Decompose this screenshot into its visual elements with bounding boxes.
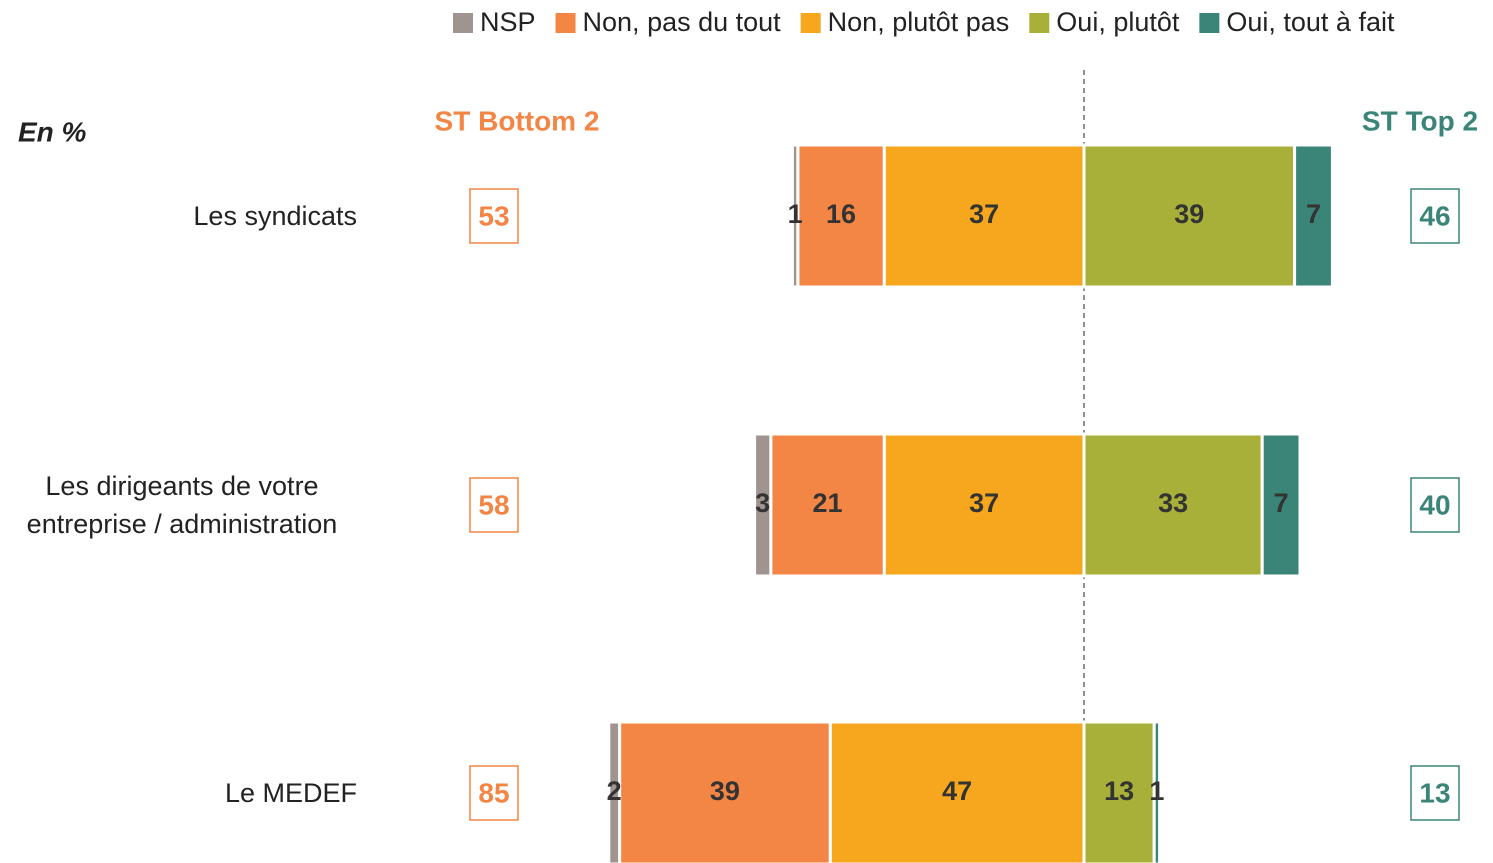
value-label: 13	[1104, 776, 1134, 806]
legend-label: Oui, tout à fait	[1226, 7, 1395, 37]
value-label: 7	[1274, 488, 1289, 518]
top-label: ST Top 2	[1362, 105, 1478, 136]
category-label: Les syndicats	[0, 197, 357, 235]
bar-segment	[1082, 143, 1297, 289]
value-label: 39	[710, 776, 740, 806]
value-label: 7	[1306, 199, 1321, 229]
value-label: 2	[607, 776, 622, 806]
value-label: 1	[788, 199, 803, 229]
legend-label: NSP	[480, 7, 536, 37]
total-label: 46	[1419, 200, 1450, 231]
legend-label: Oui, plutôt	[1056, 7, 1180, 37]
bar-segment	[828, 720, 1086, 863]
bar-segment	[882, 432, 1086, 578]
category-label: Le MEDEF	[0, 774, 357, 812]
category-text: Les dirigeants de votre entreprise / adm…	[26, 471, 338, 539]
value-label: 33	[1158, 488, 1188, 518]
legend-label: Non, pas du tout	[583, 7, 782, 37]
total-label: 13	[1419, 777, 1450, 808]
bar-segment	[1260, 432, 1302, 578]
legend-swatch	[555, 13, 576, 33]
bar-segment	[796, 143, 886, 289]
bar-segment	[790, 143, 800, 289]
total-box	[1410, 477, 1460, 533]
category-text: Le MEDEF	[224, 778, 357, 808]
total-box	[1410, 765, 1460, 821]
legend-swatch	[1199, 13, 1220, 33]
bar-segment	[1082, 432, 1264, 578]
legend-swatch	[800, 13, 821, 33]
total-box	[469, 188, 519, 244]
value-label: 37	[969, 199, 999, 229]
bar-segment	[1152, 720, 1162, 863]
bar-segment	[769, 432, 886, 578]
total-label: 58	[478, 489, 509, 520]
total-label: 53	[478, 200, 509, 231]
bar-segment	[618, 720, 832, 863]
total-label: 85	[478, 777, 509, 808]
legend-swatch	[1029, 13, 1050, 33]
value-label: 1	[1149, 776, 1164, 806]
total-box	[469, 765, 519, 821]
total-label: 40	[1419, 489, 1450, 520]
bottom-label: ST Bottom 2	[435, 105, 600, 136]
bar-segment	[882, 143, 1086, 289]
legend-swatch	[453, 13, 473, 33]
value-label: 39	[1174, 199, 1204, 229]
category-text: Les syndicats	[193, 201, 357, 231]
value-label: 16	[826, 199, 856, 229]
value-label: 37	[969, 488, 999, 518]
bar-segment	[607, 720, 622, 863]
value-label: 47	[942, 776, 972, 806]
bar-segment	[753, 432, 773, 578]
category-label: Les dirigeants de votre entreprise / adm…	[0, 467, 357, 543]
value-label: 3	[755, 488, 770, 518]
legend-label: Non, plutôt pas	[828, 7, 1010, 37]
bar-segment	[1293, 143, 1334, 289]
total-box	[469, 477, 519, 533]
total-box	[1410, 188, 1460, 244]
unit-label: En %	[18, 116, 87, 147]
value-label: 21	[812, 488, 842, 518]
